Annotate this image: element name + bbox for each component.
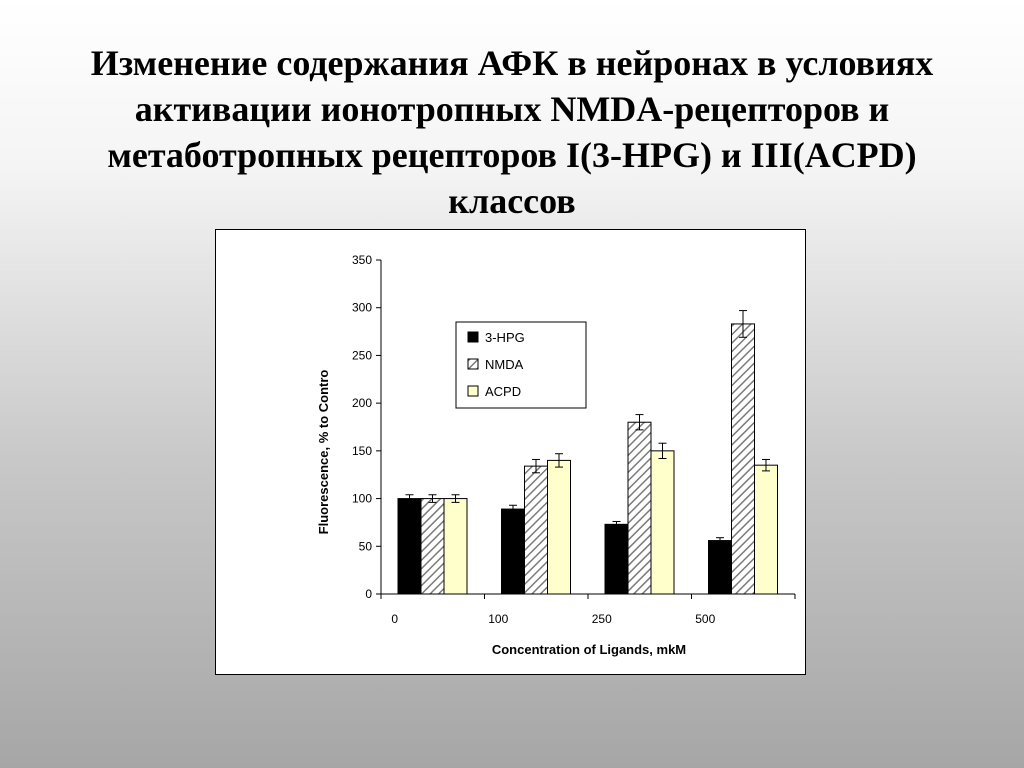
bar [443,498,468,595]
y-axis: 0 50 100 150 200 250 300 350 [352,253,382,601]
bar [754,464,778,595]
legend-swatch [467,385,479,397]
legend: 3-HPG NMDA ACPD [455,321,587,409]
bar [708,540,732,595]
bars [397,310,778,595]
y-tick-label: 100 [352,492,372,506]
bar [420,498,445,595]
x-axis: 0 100 250 500 [380,593,796,626]
bar [604,523,629,595]
chart-frame: 0 50 100 150 200 250 300 350 0 100 250 500 Fluores… [215,229,806,675]
y-axis-label: Fluorescence, % to Contro [316,370,331,535]
bar [627,421,652,595]
bar [397,498,422,595]
legend-label: NMDA [485,357,524,372]
y-tick-label: 0 [365,587,372,601]
legend-swatch [467,331,479,343]
y-tick-label: 250 [352,348,372,362]
x-tick-label: 250 [592,612,612,626]
legend-swatch [467,358,479,370]
y-tick-label: 200 [352,396,372,410]
x-tick-label: 500 [695,612,715,626]
y-tick-label: 150 [352,444,372,458]
y-tick-label: 350 [352,253,372,267]
legend-label: 3-HPG [485,330,525,345]
legend-label: ACPD [485,384,521,399]
bar [731,323,755,595]
bar-chart: 0 50 100 150 200 250 300 350 0 100 250 500 Fluores… [316,253,796,657]
bar [501,508,525,595]
bar [547,459,571,595]
x-tick-label: 0 [391,612,398,626]
slide-title: Изменение содержания АФК в нейронах в ус… [90,43,934,221]
x-tick-label: 100 [488,612,508,626]
bar [524,465,548,595]
y-tick-label: 50 [359,539,373,553]
bar [650,450,675,595]
y-tick-label: 300 [352,301,372,315]
x-axis-label: Concentration of Ligands, mkM [492,642,686,657]
